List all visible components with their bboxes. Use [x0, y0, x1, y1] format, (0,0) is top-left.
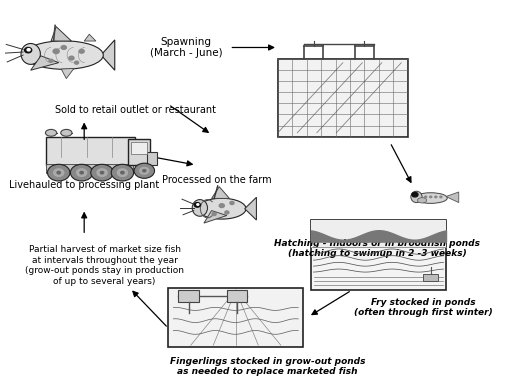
- Ellipse shape: [418, 198, 426, 203]
- FancyBboxPatch shape: [127, 139, 150, 165]
- Ellipse shape: [411, 191, 422, 203]
- Bar: [423, 274, 438, 281]
- Polygon shape: [101, 40, 115, 70]
- Ellipse shape: [24, 41, 103, 69]
- Polygon shape: [61, 68, 74, 79]
- Text: Processed on the farm: Processed on the farm: [162, 175, 271, 185]
- FancyBboxPatch shape: [147, 152, 157, 165]
- Polygon shape: [51, 27, 71, 41]
- Circle shape: [69, 56, 74, 60]
- Circle shape: [80, 171, 83, 174]
- Bar: [311, 220, 446, 248]
- Ellipse shape: [414, 193, 447, 203]
- Circle shape: [111, 164, 134, 181]
- Circle shape: [121, 171, 124, 174]
- Circle shape: [230, 202, 234, 204]
- Circle shape: [197, 204, 199, 205]
- Bar: [311, 220, 446, 290]
- Circle shape: [118, 169, 127, 176]
- Text: Sold to retail outlet or restaurant: Sold to retail outlet or restaurant: [55, 105, 216, 115]
- Polygon shape: [84, 34, 96, 41]
- Bar: [278, 59, 408, 137]
- Circle shape: [225, 211, 229, 214]
- Circle shape: [430, 196, 432, 198]
- Text: Fry stocked in ponds
(often through first winter): Fry stocked in ponds (often through firs…: [354, 298, 492, 317]
- FancyBboxPatch shape: [46, 137, 135, 165]
- Ellipse shape: [45, 129, 57, 136]
- FancyBboxPatch shape: [178, 290, 199, 301]
- Ellipse shape: [61, 129, 72, 136]
- FancyBboxPatch shape: [46, 164, 133, 173]
- Circle shape: [91, 164, 113, 181]
- Ellipse shape: [192, 200, 207, 216]
- Polygon shape: [212, 187, 229, 199]
- Polygon shape: [31, 56, 59, 70]
- Circle shape: [76, 169, 87, 176]
- Circle shape: [27, 49, 30, 51]
- Circle shape: [97, 169, 107, 176]
- Bar: [168, 288, 303, 347]
- Ellipse shape: [21, 43, 41, 64]
- Circle shape: [57, 171, 60, 174]
- Circle shape: [54, 169, 64, 176]
- Circle shape: [61, 46, 67, 50]
- Circle shape: [143, 170, 146, 172]
- Circle shape: [70, 164, 93, 181]
- Polygon shape: [446, 192, 459, 203]
- Circle shape: [47, 164, 70, 181]
- Circle shape: [79, 50, 84, 53]
- Text: Partial harvest of market size fish
at intervals throughout the year
(grow-out p: Partial harvest of market size fish at i…: [25, 245, 184, 286]
- Circle shape: [134, 163, 154, 178]
- Circle shape: [140, 167, 149, 174]
- Circle shape: [74, 61, 79, 64]
- Circle shape: [435, 196, 437, 198]
- Polygon shape: [204, 211, 227, 223]
- Circle shape: [100, 171, 103, 174]
- FancyBboxPatch shape: [131, 142, 147, 154]
- Text: Hatching - Indoors or in broodfish ponds
(hatching to swimup in 2 -3 weeks): Hatching - Indoors or in broodfish ponds…: [274, 239, 480, 259]
- Circle shape: [24, 48, 32, 53]
- FancyBboxPatch shape: [227, 290, 248, 301]
- Text: Livehauled to processing plant: Livehauled to processing plant: [9, 180, 159, 190]
- Circle shape: [53, 49, 59, 53]
- Circle shape: [212, 212, 216, 216]
- Circle shape: [49, 59, 53, 62]
- Circle shape: [425, 196, 426, 198]
- Circle shape: [412, 192, 418, 197]
- Text: Spawning
(March - June): Spawning (March - June): [150, 37, 223, 58]
- Circle shape: [219, 204, 224, 207]
- Ellipse shape: [198, 198, 246, 219]
- Text: Fingerlings stocked in grow-out ponds
as needed to replace marketed fish: Fingerlings stocked in grow-out ponds as…: [170, 356, 366, 376]
- Polygon shape: [245, 197, 256, 220]
- Circle shape: [194, 203, 200, 207]
- Circle shape: [440, 196, 442, 198]
